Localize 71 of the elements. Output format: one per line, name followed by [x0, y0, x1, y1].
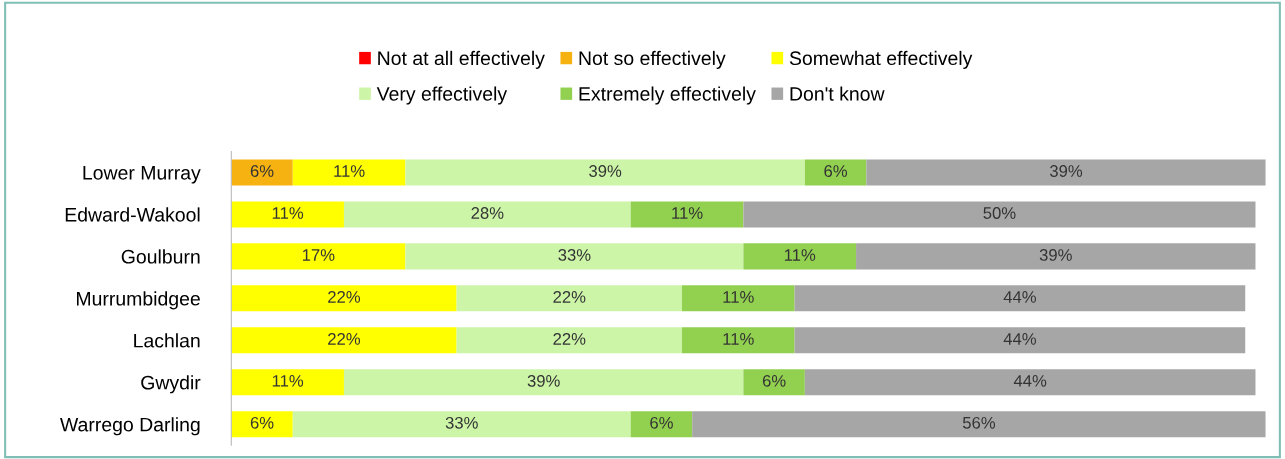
data-label: 22% [553, 332, 586, 345]
bar [743, 369, 805, 396]
bar [692, 411, 1266, 438]
legend-label: Don't know [790, 86, 885, 101]
data-label: 39% [1049, 165, 1083, 177]
bar [794, 285, 1246, 312]
bar [231, 159, 293, 186]
data-label: 6% [762, 374, 786, 387]
bar [231, 201, 344, 228]
data-label: 11% [723, 333, 754, 345]
data-label: 28% [471, 207, 504, 219]
bar [231, 411, 293, 438]
bar [343, 201, 631, 228]
data-label: 6% [650, 416, 673, 429]
data-label: 11% [334, 165, 365, 177]
bar [681, 327, 795, 354]
data-label: 33% [558, 249, 591, 261]
bar [292, 411, 631, 438]
y-tick-label: Edward-Wakool [65, 207, 200, 222]
data-label: 33% [445, 416, 478, 429]
data-label: 6% [250, 416, 274, 429]
data-label: 6% [250, 165, 274, 177]
bar [405, 243, 744, 270]
legend-label: Extremely effectively [579, 86, 756, 105]
y-tick-label: Lower Murray [83, 166, 201, 184]
legend-label: Not so effectively [579, 50, 726, 69]
data-label: 44% [1013, 375, 1047, 387]
data-label: 56% [962, 416, 996, 429]
bar [343, 369, 744, 396]
y-tick-label: Murrumbidgee [76, 291, 200, 310]
data-label: 39% [1039, 249, 1072, 261]
bar [630, 411, 693, 438]
data-label: 17% [302, 249, 335, 261]
data-label: 22% [328, 332, 361, 345]
bar [292, 159, 406, 186]
data-label: 22% [328, 291, 361, 303]
data-label: 11% [272, 207, 304, 219]
legend-label: Not at all effectively [378, 50, 545, 69]
data-label: 44% [1003, 291, 1037, 303]
bar [681, 285, 795, 312]
bar [743, 201, 1256, 228]
legend-label: Somewhat effectively [789, 50, 973, 69]
data-label: 22% [553, 291, 586, 303]
bar [794, 327, 1246, 354]
bar [231, 327, 457, 354]
y-tick-label: Warrego Darling [60, 417, 200, 436]
y-tick-label: Gwydir [141, 375, 201, 394]
bar [743, 243, 857, 270]
bar [630, 201, 744, 228]
bar [456, 285, 682, 312]
bar [405, 159, 805, 186]
bar [804, 159, 867, 186]
data-label: 6% [824, 165, 848, 177]
data-label: 11% [272, 375, 304, 387]
data-label: 44% [1003, 333, 1037, 345]
bar [856, 243, 1256, 270]
data-label: 50% [983, 207, 1016, 219]
data-label: 39% [527, 374, 560, 387]
data-label: 11% [723, 291, 754, 303]
bar [231, 243, 406, 270]
bar [456, 327, 682, 354]
bar [231, 369, 344, 396]
y-tick-label: Goulburn [121, 249, 200, 264]
bar [804, 369, 1256, 396]
data-label: 39% [589, 165, 622, 177]
data-label: 11% [672, 207, 703, 219]
legend-label: Very effectively [376, 86, 508, 105]
y-tick-label: Lachlan [134, 333, 200, 348]
data-label: 11% [784, 249, 816, 261]
bar [866, 159, 1266, 186]
bar [231, 285, 457, 312]
